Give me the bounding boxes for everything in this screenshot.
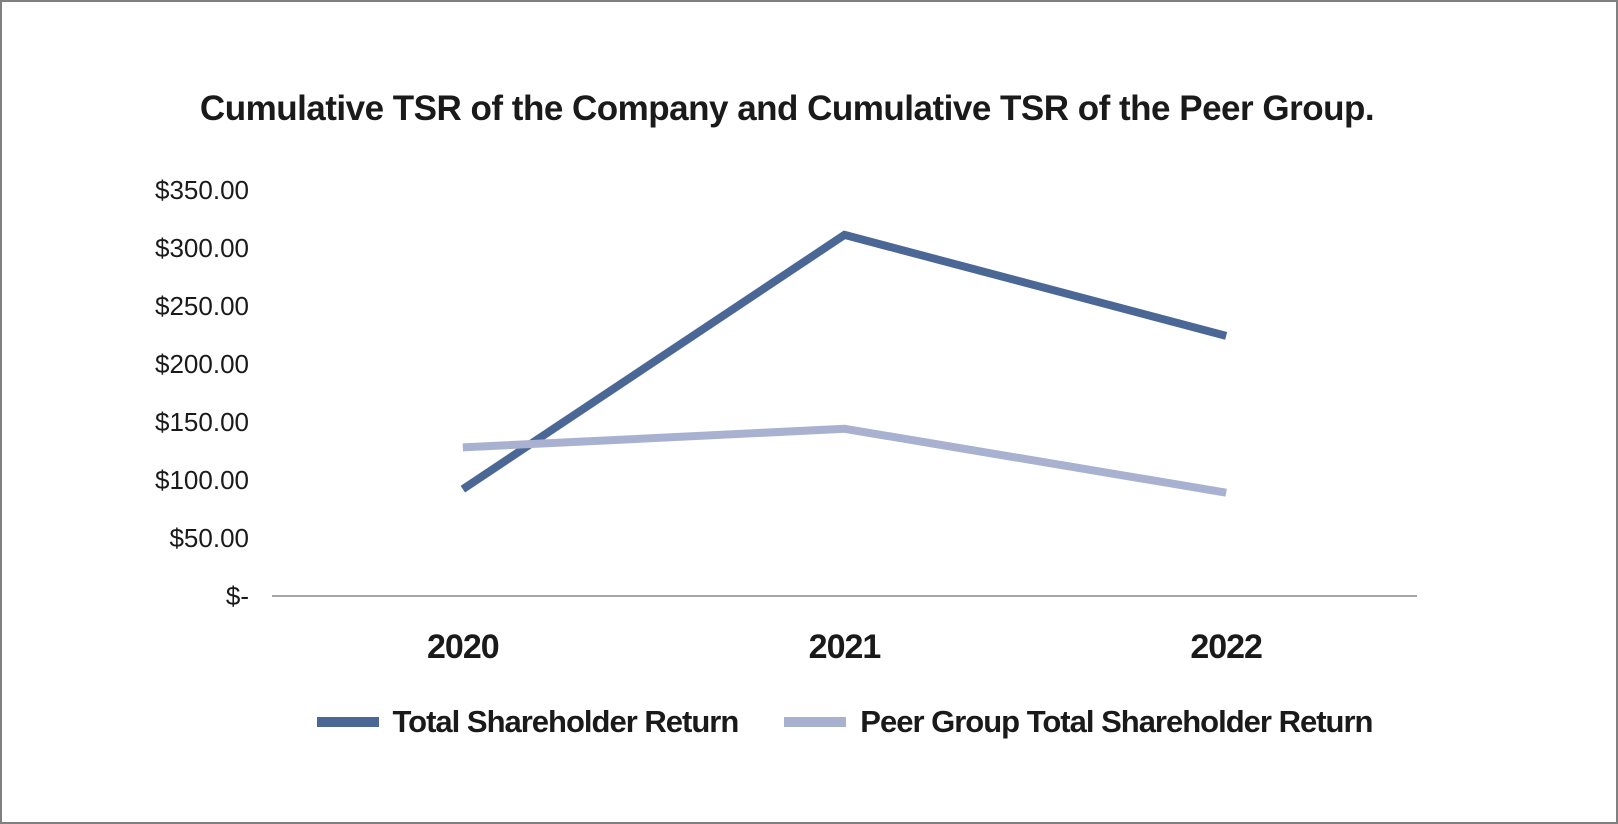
y-tick-label: $350.00 xyxy=(155,174,249,205)
y-tick-label: $300.00 xyxy=(155,232,249,263)
legend-label: Total Shareholder Return xyxy=(392,704,740,739)
y-tick-label: $150.00 xyxy=(155,406,249,437)
legend-line-swatch-icon xyxy=(316,717,379,727)
y-tick-label: $250.00 xyxy=(155,290,249,321)
legend-line-swatch-icon xyxy=(784,717,847,727)
x-tick-label-2020: 2020 xyxy=(427,628,500,666)
series-line-total-shareholder-return xyxy=(460,230,1228,493)
y-tick-label: $- xyxy=(225,581,249,611)
chart-title: Cumulative TSR of the Company and Cumula… xyxy=(199,89,1375,128)
x-tick-label-2022: 2022 xyxy=(1190,628,1263,666)
y-tick-label: $50.00 xyxy=(169,522,249,553)
series-line-peer-group-total-shareholder-return xyxy=(462,424,1227,497)
legend-label: Peer Group Total Shareholder Return xyxy=(860,704,1373,739)
y-tick-label: $100.00 xyxy=(155,464,249,495)
x-tick-label-2021: 2021 xyxy=(808,628,882,666)
y-tick-label: $200.00 xyxy=(155,348,249,379)
legend-item-peer-group-total-shareholder-return: Peer Group Total Shareholder Return xyxy=(784,704,1373,740)
legend: Total Shareholder Return Peer Group Total… xyxy=(272,702,1417,742)
legend-item-total-shareholder-return: Total Shareholder Return xyxy=(316,704,740,740)
